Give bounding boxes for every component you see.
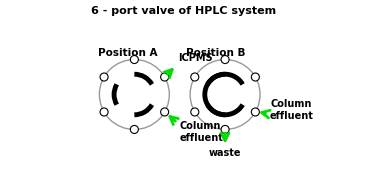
Circle shape — [221, 56, 229, 64]
Text: Column
effluent: Column effluent — [270, 99, 314, 121]
Circle shape — [191, 73, 199, 81]
Circle shape — [130, 125, 138, 133]
Circle shape — [251, 108, 259, 116]
Circle shape — [130, 56, 138, 64]
Circle shape — [161, 108, 169, 116]
Text: Position B: Position B — [186, 48, 246, 58]
Circle shape — [100, 108, 108, 116]
Circle shape — [161, 73, 169, 81]
Text: Position A: Position A — [98, 48, 157, 58]
Text: 6 - port valve of HPLC system: 6 - port valve of HPLC system — [91, 6, 276, 16]
Circle shape — [221, 125, 229, 133]
Circle shape — [191, 108, 199, 116]
Text: Column
effluent: Column effluent — [179, 121, 223, 143]
Text: ICPMS: ICPMS — [178, 53, 213, 64]
Circle shape — [100, 73, 108, 81]
Text: waste: waste — [209, 148, 241, 158]
Circle shape — [251, 73, 259, 81]
